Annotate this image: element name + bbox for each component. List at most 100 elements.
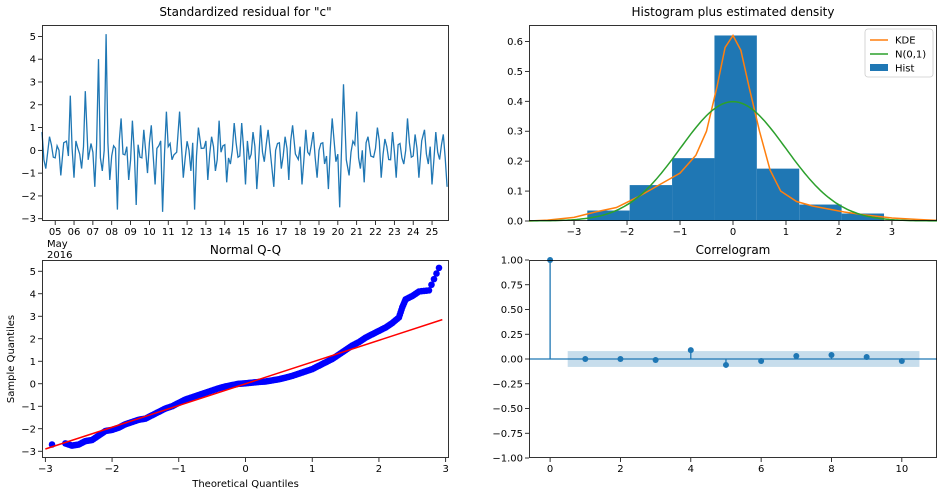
x-tick-label: 11: [162, 227, 175, 238]
x-tick-label: 21: [350, 227, 363, 238]
x-offset-label-month: May: [47, 239, 68, 250]
x-tick-label: 24: [407, 227, 420, 238]
legend-label: N(0,1): [895, 50, 926, 61]
panel-3: −3 −2 −1 0 1 2 3 4 5 −3 −2 −1 0 1 2 3 Normal Q-Q Theoreti…: [6, 243, 449, 490]
chart-title: Correlogram: [696, 243, 771, 257]
residual-series-line: [41, 34, 448, 212]
x-tick-label: 0: [242, 464, 248, 475]
histogram-bar: [629, 185, 673, 221]
x-tick-label: 1: [783, 227, 789, 238]
y-tick-label: −2: [21, 191, 36, 202]
x-axis-label: Theoretical Quantiles: [191, 479, 299, 490]
acf-marker: [758, 357, 765, 364]
y-tick-label: 5: [30, 267, 36, 278]
kde-line: [528, 34, 938, 222]
plot-area: [42, 25, 449, 221]
y-tick-label: 5: [30, 32, 36, 43]
qq-point: [435, 264, 443, 272]
legend-label: Hist: [895, 64, 915, 75]
y-tick-label: 0.00: [501, 355, 523, 366]
axes-frame: [42, 260, 449, 458]
y-tick-label: 0.2: [507, 157, 523, 168]
x-tick-label: −1: [673, 227, 688, 238]
x-tick-label: 0: [547, 464, 553, 475]
x-tick-label: −2: [105, 464, 120, 475]
acf-marker: [652, 356, 659, 363]
y-tick-label: 0.75: [501, 280, 523, 291]
y-tick-label: 3: [30, 312, 36, 323]
x-tick-label: 20: [331, 227, 344, 238]
x-tick-label: 8: [828, 464, 834, 475]
y-tick-label: 4: [30, 289, 36, 300]
y-tick-label: 0.6: [507, 37, 523, 48]
x-tick-label: −3: [38, 464, 53, 475]
x-tick-label: 08: [105, 227, 118, 238]
histogram-bar: [841, 213, 885, 221]
y-tick-label: 0.0: [507, 217, 523, 228]
acf-marker: [898, 357, 905, 364]
qq-point: [430, 275, 438, 283]
y-tick-label: 1.00: [501, 256, 523, 267]
x-tick-label: 10: [895, 464, 908, 475]
y-tick-label: 0.50: [501, 305, 523, 316]
chart-title: Standardized residual for "c": [159, 5, 331, 19]
normal-density-line: [529, 100, 937, 222]
y-tick-label: 4: [30, 55, 36, 66]
y-tick-label: 0.25: [501, 330, 523, 341]
qq-point: [433, 270, 440, 277]
legend-swatch: [870, 64, 888, 71]
x-tick-label: 0: [730, 227, 736, 238]
x-tick-label: −3: [567, 227, 582, 238]
y-tick-label: −1: [21, 402, 36, 413]
x-tick-label: 09: [124, 227, 137, 238]
x-tick-label: 13: [200, 227, 213, 238]
acf-marker: [863, 354, 870, 361]
y-tick-label: −1: [21, 169, 36, 180]
panel-4: −1.00 −0.75 −0.50 −0.25 0.00 0.25 0.50 0.75 1.00…: [492, 243, 937, 475]
acf-marker: [722, 361, 729, 368]
qq-reference-line: [45, 318, 443, 450]
x-tick-label: 10: [143, 227, 156, 238]
y-tick-label: −0.75: [492, 429, 523, 440]
x-tick-label: 14: [218, 227, 231, 238]
panel-2: 0.0 0.1 0.2 0.3 0.4 0.5 0.6 −3 −2 −1 0 1 2 3 Histogram…: [507, 5, 938, 238]
y-tick-label: −0.25: [492, 379, 523, 390]
y-tick-label: −0.50: [492, 404, 523, 415]
x-tick-label: 07: [87, 227, 100, 238]
y-tick-label: 0.4: [507, 97, 523, 108]
acf-marker: [687, 347, 694, 354]
y-tick-label: −3: [21, 214, 36, 225]
x-tick-label: 17: [275, 227, 288, 238]
y-tick-label: 0.1: [507, 187, 523, 198]
y-tick-label: 0.5: [507, 67, 523, 78]
acf-marker: [617, 356, 624, 362]
x-tick-label: 4: [688, 464, 694, 475]
acf-marker: [793, 353, 800, 360]
x-tick-label: 2: [376, 464, 382, 475]
axes-frame: [42, 25, 449, 221]
x-tick-label: 18: [294, 227, 307, 238]
x-tick-label: 2: [836, 227, 842, 238]
y-tick-label: −1.00: [492, 454, 523, 465]
x-tick-label: 1: [309, 464, 315, 475]
histogram-bar: [756, 168, 800, 221]
y-tick-label: 0.3: [507, 127, 523, 138]
acf-marker: [828, 352, 835, 359]
y-tick-label: 0: [30, 379, 36, 390]
x-tick-label: −1: [171, 464, 186, 475]
y-tick-label: −2: [21, 424, 36, 435]
x-tick-label: 06: [68, 227, 81, 238]
x-tick-label: 19: [313, 227, 326, 238]
histogram-bar: [587, 210, 630, 221]
axes-frame: [529, 25, 937, 221]
legend: KDE N(0,1) Hist: [864, 28, 934, 78]
x-tick-label: 23: [388, 227, 401, 238]
legend-label: KDE: [895, 36, 916, 47]
acf-marker: [582, 356, 589, 362]
chart-title: Histogram plus estimated density: [632, 5, 835, 19]
histogram-bar: [799, 204, 842, 221]
y-tick-label: 2: [30, 100, 36, 111]
x-tick-label: 15: [237, 227, 250, 238]
x-tick-label: 05: [49, 227, 62, 238]
